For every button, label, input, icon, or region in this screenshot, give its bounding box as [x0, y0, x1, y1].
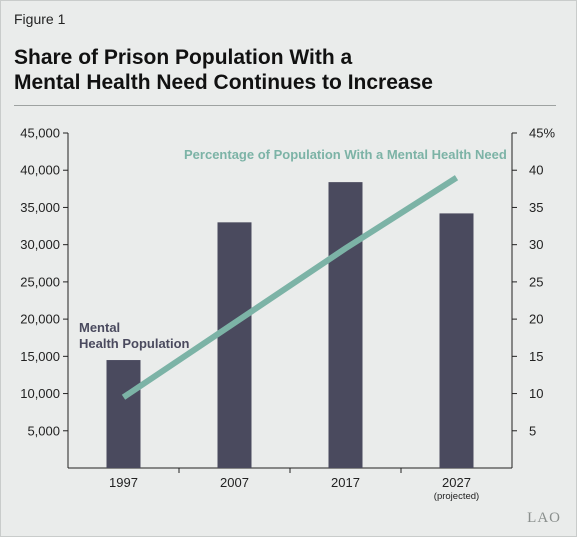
- y-right-tick-label: 10: [529, 386, 543, 401]
- line-series-label: Percentage of Population With a Mental H…: [184, 147, 507, 162]
- bar: [439, 213, 474, 468]
- y-left-tick-label: 10,000: [20, 386, 60, 401]
- x-tick-label: 1997: [109, 475, 138, 490]
- y-left-tick-label: 15,000: [20, 349, 60, 364]
- figure-label: Figure 1: [14, 11, 66, 27]
- y-right-tick-label: 45%: [529, 126, 555, 141]
- percentage-line: [121, 175, 459, 400]
- y-right-tick-label: 40: [529, 163, 543, 178]
- y-left-tick-label: 40,000: [20, 163, 60, 178]
- y-right-tick-label: 20: [529, 312, 543, 327]
- bar: [106, 360, 141, 468]
- y-left-tick-label: 30,000: [20, 237, 60, 252]
- y-left-tick-label: 35,000: [20, 200, 60, 215]
- y-right-tick-label: 25: [529, 274, 543, 289]
- y-left-tick-label: 20,000: [20, 312, 60, 327]
- x-tick-sublabel: (projected): [434, 491, 479, 502]
- bar-series-label: Health Population: [79, 336, 190, 351]
- y-right-tick-label: 35: [529, 200, 543, 215]
- y-right-tick-label: 30: [529, 237, 543, 252]
- chart-title-line-2: Mental Health Need Continues to Increase: [14, 71, 433, 94]
- bar: [328, 182, 363, 468]
- x-tick-label: 2027: [442, 475, 471, 490]
- y-left-tick-label: 45,000: [20, 126, 60, 141]
- title-divider: [14, 105, 556, 106]
- x-tick-label: 2007: [220, 475, 249, 490]
- lao-logo: LAO: [527, 510, 561, 526]
- y-left-tick-label: 25,000: [20, 274, 60, 289]
- y-right-tick-label: 5: [529, 423, 536, 438]
- y-left-tick-label: 5,000: [27, 423, 60, 438]
- x-tick-label: 2017: [331, 475, 360, 490]
- y-right-tick-label: 15: [529, 349, 543, 364]
- chart-title: Share of Prison Population With a Mental…: [14, 45, 554, 95]
- chart-title-line-1: Share of Prison Population With a: [14, 46, 353, 69]
- bar-series-label: Mental: [79, 320, 120, 335]
- bar: [217, 222, 252, 468]
